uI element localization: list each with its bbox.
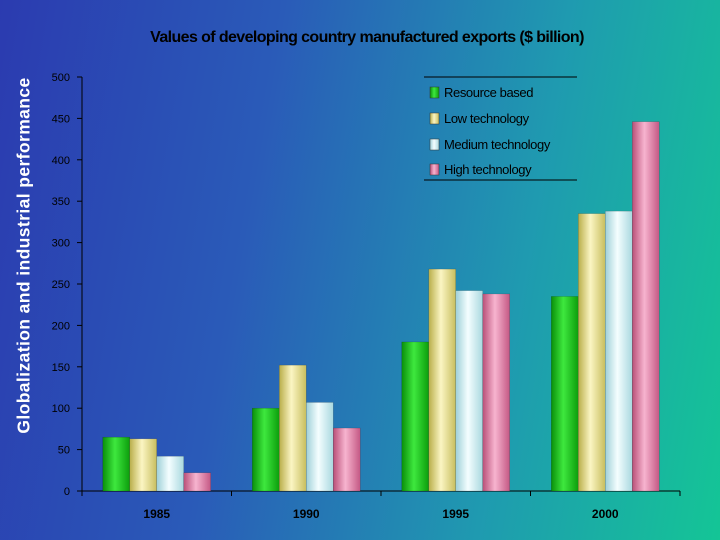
legend-label-low-technology: Low technology <box>444 111 530 126</box>
y-tick-label-450: 450 <box>52 113 70 125</box>
bar-resource-based-2000 <box>551 296 579 492</box>
y-axis-ticks: 0 50 100 150 200 250 300 350 400 450 500 <box>52 72 82 498</box>
y-tick-label-150: 150 <box>52 362 70 374</box>
bars <box>102 121 660 492</box>
x-tick-label-1985: 1985 <box>143 507 170 521</box>
bar-high-technology-1985 <box>183 472 211 492</box>
y-tick-label-0: 0 <box>64 486 70 498</box>
legend-label-resource-based: Resource based <box>444 85 533 100</box>
bar-medium-technology-1990 <box>306 402 334 492</box>
bar-medium-technology-1995 <box>455 290 483 492</box>
y-tick-label-350: 350 <box>52 196 70 208</box>
x-axis-ticks: 1985 1990 1995 2000 <box>81 491 681 521</box>
x-tick-label-2000: 2000 <box>592 507 619 521</box>
legend-label-medium-technology: Medium technology <box>444 137 551 152</box>
legend-swatch-low-technology <box>429 112 440 125</box>
x-tick-label-1990: 1990 <box>293 507 320 521</box>
y-tick-label-400: 400 <box>52 155 70 167</box>
bar-high-technology-1990 <box>333 427 361 492</box>
bar-low-technology-1995 <box>428 268 456 492</box>
bar-low-technology-2000 <box>578 213 606 492</box>
y-tick-label-300: 300 <box>52 238 70 250</box>
chart-title: Values of developing country manufacture… <box>150 29 584 46</box>
legend-swatch-high-technology <box>429 163 440 176</box>
bar-medium-technology-2000 <box>605 210 633 492</box>
y-tick-label-250: 250 <box>52 279 70 291</box>
bar-low-technology-1985 <box>129 438 157 492</box>
bar-resource-based-1985 <box>102 436 130 492</box>
y-tick-label-500: 500 <box>52 72 70 84</box>
bar-low-technology-1990 <box>279 364 307 492</box>
y-tick-label-50: 50 <box>58 445 70 457</box>
legend-swatch-medium-technology <box>429 138 440 151</box>
bar-resource-based-1990 <box>252 407 280 492</box>
bar-resource-based-1995 <box>401 341 429 492</box>
y-tick-label-200: 200 <box>52 320 70 332</box>
y-tick-label-100: 100 <box>52 403 70 415</box>
legend: Resource based Low technology Medium tec… <box>424 76 577 181</box>
bar-high-technology-1995 <box>482 293 510 492</box>
legend-swatch-resource-based <box>429 86 440 99</box>
legend-label-high-technology: High technology <box>444 162 532 177</box>
x-tick-label-1995: 1995 <box>442 507 469 521</box>
bar-high-technology-2000 <box>632 121 660 492</box>
bar-medium-technology-1985 <box>156 455 184 492</box>
